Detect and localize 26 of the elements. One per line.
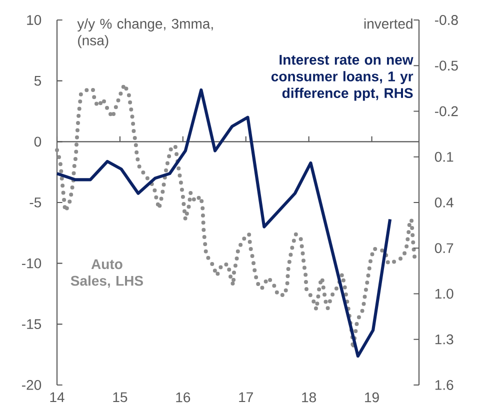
y-tick-label: 5: [34, 76, 42, 86]
y2-tick-label: 1.3: [435, 334, 454, 344]
y2-tick-label: 0.7: [434, 243, 454, 254]
y2-axis-title: inverted: [364, 18, 412, 29]
x-tick-label: 14: [50, 392, 64, 402]
y-tick-label: -20: [22, 380, 42, 390]
y-tick-label: -5: [30, 198, 42, 208]
y-tick-label: 0: [34, 136, 42, 147]
y2-tick-label: 1.6: [435, 380, 454, 390]
y-tick-label: -15: [22, 319, 42, 330]
x-tick-label: 16: [176, 392, 190, 402]
y2-tick-label: -0.5: [435, 60, 458, 71]
x-tick-label: 15: [113, 392, 128, 402]
y2-tick-label: 1.0: [435, 288, 454, 299]
x-tick-label: 18: [302, 392, 316, 402]
y2-tick-label: 0.4: [434, 198, 454, 208]
x-tick-label: 19: [365, 392, 379, 402]
text: Interest rate on new consumer loans, 1 yr difference ppt, RHS: [271, 54, 414, 101]
y-tick-label: -10: [22, 258, 42, 268]
y2-tick-label: -0.8: [435, 15, 458, 25]
text: Auto Sales, LHS: [70, 259, 143, 288]
y-axis-title: y/y % change, 3mma, (nsa): [77, 18, 213, 48]
y2-tick-label: -0.2: [435, 106, 458, 116]
y-tick-label: 10: [27, 15, 42, 25]
y2-tick-label: 0.1: [434, 152, 454, 162]
x-tick-label: 17: [239, 392, 253, 402]
